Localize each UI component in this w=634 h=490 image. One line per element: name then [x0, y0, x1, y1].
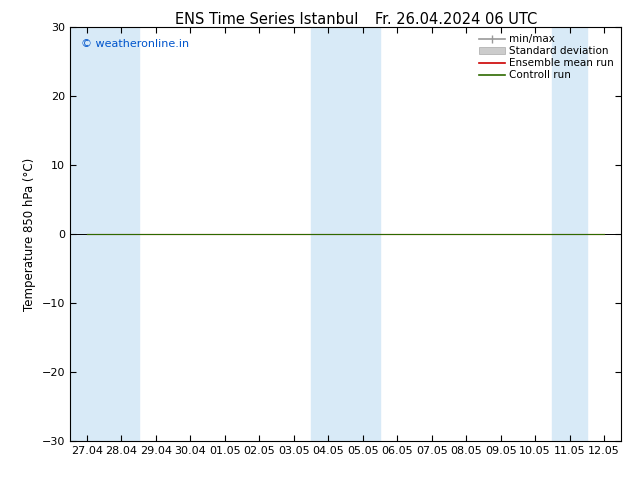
Legend: min/max, Standard deviation, Ensemble mean run, Controll run: min/max, Standard deviation, Ensemble me…	[475, 30, 618, 85]
Bar	[70, 27, 139, 441]
Text: ENS Time Series Istanbul: ENS Time Series Istanbul	[174, 12, 358, 27]
Text: © weatheronline.in: © weatheronline.in	[81, 39, 189, 49]
Y-axis label: Temperature 850 hPa (°C): Temperature 850 hPa (°C)	[23, 157, 36, 311]
Text: Fr. 26.04.2024 06 UTC: Fr. 26.04.2024 06 UTC	[375, 12, 538, 27]
Bar	[552, 27, 587, 441]
Bar	[311, 27, 380, 441]
